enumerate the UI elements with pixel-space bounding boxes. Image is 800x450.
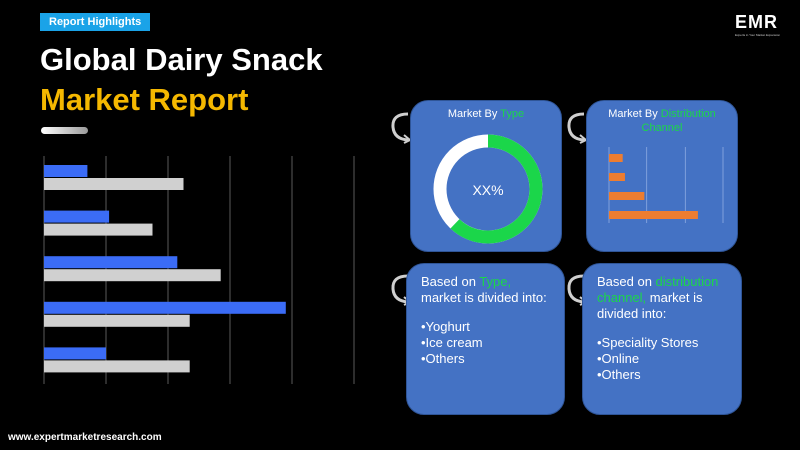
curl-arrow-icon xyxy=(391,112,412,144)
title-prefix: Market By xyxy=(608,108,661,120)
chart-bar xyxy=(44,178,184,190)
intro-suffix: market is divided into: xyxy=(421,290,547,305)
page-title-line1: Global Dairy Snack xyxy=(40,42,323,77)
chart-bar xyxy=(44,269,221,282)
list-item: •Online xyxy=(597,351,640,366)
intro-prefix: Based on xyxy=(421,274,480,289)
type-segments-list: •Yoghurt •Ice cream •Others xyxy=(421,319,556,367)
market-by-distribution-card: Market By Distribution Channel xyxy=(586,100,738,252)
title-highlight: Type xyxy=(500,108,525,120)
market-by-distribution-title: Market By Distribution Channel xyxy=(587,107,737,135)
distribution-segments-list: •Speciality Stores •Online •Others xyxy=(597,335,733,383)
curl-arrow-icon xyxy=(567,112,588,144)
market-by-type-card: Market By Type XX% xyxy=(410,100,562,252)
intro-highlight: distribution channel, xyxy=(597,274,719,305)
distribution-segments-card: Based on distribution channel, market is… xyxy=(582,263,742,415)
list-item: •Others xyxy=(421,351,465,366)
type-segments-intro: Based on Type, market is divided into: xyxy=(421,274,556,306)
intro-prefix: Based on xyxy=(597,274,656,289)
logo-mark: EMR xyxy=(735,12,778,32)
donut-value-arc xyxy=(433,134,543,244)
chart-bar xyxy=(44,256,178,269)
donut-value-label: XX% xyxy=(472,182,503,198)
website-url[interactable]: www.expertmarketresearch.com xyxy=(8,432,162,443)
emr-logo: EMR Experts in Your Market Expansion xyxy=(735,12,790,37)
chart-bar xyxy=(44,347,106,360)
title-prefix: Market By xyxy=(447,108,501,120)
distribution-segments-intro: Based on distribution channel, market is… xyxy=(597,274,733,322)
list-item: •Yoghurt xyxy=(421,319,470,334)
logo-tagline: Experts in Your Market Expansion xyxy=(735,33,781,37)
intro-suffix: market is divided into: xyxy=(597,290,703,321)
mini-chart-bar xyxy=(609,154,623,162)
mini-chart-bar xyxy=(609,192,645,200)
chart-bar xyxy=(44,360,190,373)
chart-bar xyxy=(44,314,190,327)
chart-bar xyxy=(44,210,110,223)
intro-highlight: Type, xyxy=(479,274,512,289)
page-title-line2: Market Report xyxy=(40,82,249,117)
title-highlight: Distribution Channel xyxy=(641,108,716,134)
market-by-type-title: Market By Type xyxy=(411,107,561,121)
type-segments-card: Based on Type, market is divided into: •… xyxy=(406,263,565,415)
list-item: •Others xyxy=(597,367,641,382)
type-donut-chart: XX% xyxy=(433,134,543,244)
list-item: •Ice cream xyxy=(421,335,483,350)
report-highlights-badge: Report Highlights xyxy=(40,13,151,31)
distribution-segments-body: Based on distribution channel, market is… xyxy=(597,274,733,383)
chart-bar xyxy=(44,165,88,177)
distribution-mini-bar-chart xyxy=(608,147,724,223)
list-item: •Speciality Stores xyxy=(597,335,699,350)
chart-bar xyxy=(44,223,153,236)
main-bar-chart xyxy=(43,156,355,384)
decorative-pill xyxy=(41,127,88,134)
mini-chart-bar xyxy=(609,173,625,181)
mini-chart-bar xyxy=(609,211,698,219)
chart-bar xyxy=(44,301,286,314)
type-segments-body: Based on Type, market is divided into: •… xyxy=(421,274,556,367)
